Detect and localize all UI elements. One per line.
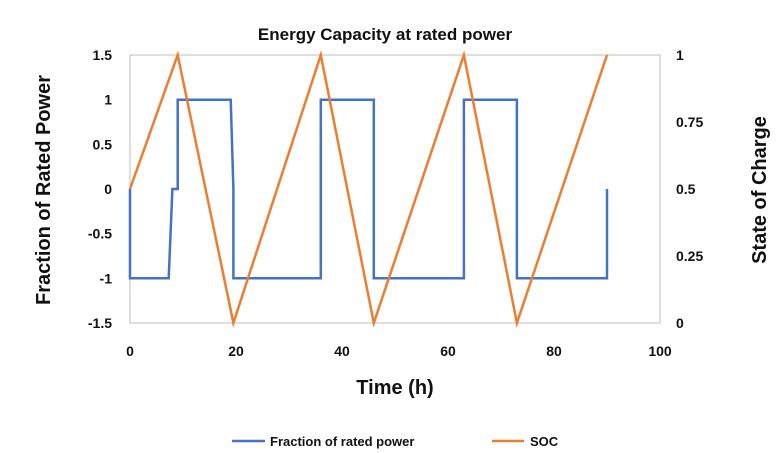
plot-area-frame <box>129 54 661 324</box>
x-tick-label: 20 <box>228 343 244 359</box>
x-tick-label: 100 <box>648 343 672 359</box>
x-tick-label: 40 <box>334 343 350 359</box>
y-tick-label: 0 <box>104 181 112 197</box>
y2-tick-label: 0.25 <box>676 248 703 264</box>
y2-tick-label: 1 <box>676 47 684 63</box>
y-tick-label: 1.5 <box>93 47 113 63</box>
x-tick-label: 0 <box>126 343 134 359</box>
legend-label-power: Fraction of rated power <box>270 434 414 449</box>
y-tick-label: -1 <box>100 270 113 286</box>
y-tick-label: -1.5 <box>88 315 112 331</box>
x-axis-label: Time (h) <box>356 377 433 399</box>
x-tick-label: 80 <box>546 343 562 359</box>
series-line-power <box>128 98 609 280</box>
y-tick-label: -0.5 <box>88 226 112 242</box>
series-layer <box>128 50 609 328</box>
y2-axis-label: State of Charge <box>749 116 771 264</box>
x-tick-label: 60 <box>440 343 456 359</box>
y2-tick-label: 0.75 <box>676 114 703 130</box>
y-tick-label: 0.5 <box>93 136 113 152</box>
chart-title: Energy Capacity at rated power <box>258 25 513 44</box>
y2-tick-label: 0 <box>676 315 684 331</box>
y-tick-label: 1 <box>104 92 112 108</box>
y2-tick-label: 0.5 <box>676 181 696 197</box>
legend-label-soc: SOC <box>530 434 559 449</box>
legend: Fraction of rated power SOC <box>232 434 559 449</box>
ticks-layer: 0 20 40 60 80 100 1.5 1 0.5 0 -0.5 -1 -1.5 1 0.75 0.5 0.… <box>88 47 704 359</box>
y-axis-label: Fraction of Rated Power <box>33 75 55 305</box>
series-line-soc <box>128 50 609 328</box>
